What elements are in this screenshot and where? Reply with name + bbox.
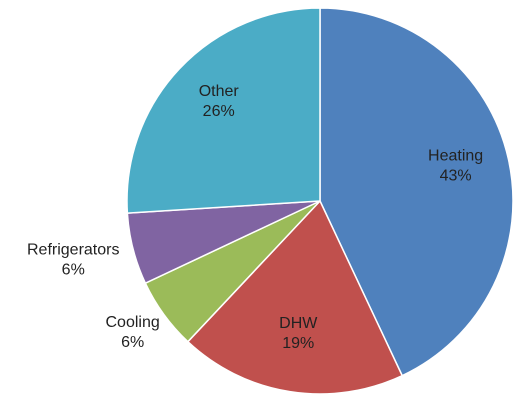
- slice-label: Heating 43%: [428, 148, 483, 185]
- slice-label: Other 26%: [199, 83, 240, 120]
- category-label: Other: [199, 83, 240, 100]
- slice-label: Refrigerators 6%: [27, 241, 119, 278]
- category-label: Cooling: [105, 314, 159, 331]
- value-label: 6%: [121, 334, 144, 351]
- category-label: DHW: [279, 315, 318, 332]
- category-label: Heating: [428, 148, 483, 165]
- pie-slice: [319, 7, 514, 377]
- value-label: 19%: [282, 335, 314, 352]
- slice-label: Cooling 6%: [105, 314, 159, 351]
- value-label: 26%: [203, 103, 235, 120]
- pie-slice: [126, 7, 321, 214]
- value-label: 43%: [440, 168, 472, 185]
- slice-label: DHW 19%: [279, 315, 318, 352]
- category-label: Refrigerators: [27, 241, 119, 258]
- pie-slice: [186, 199, 404, 395]
- value-label: 6%: [62, 261, 85, 278]
